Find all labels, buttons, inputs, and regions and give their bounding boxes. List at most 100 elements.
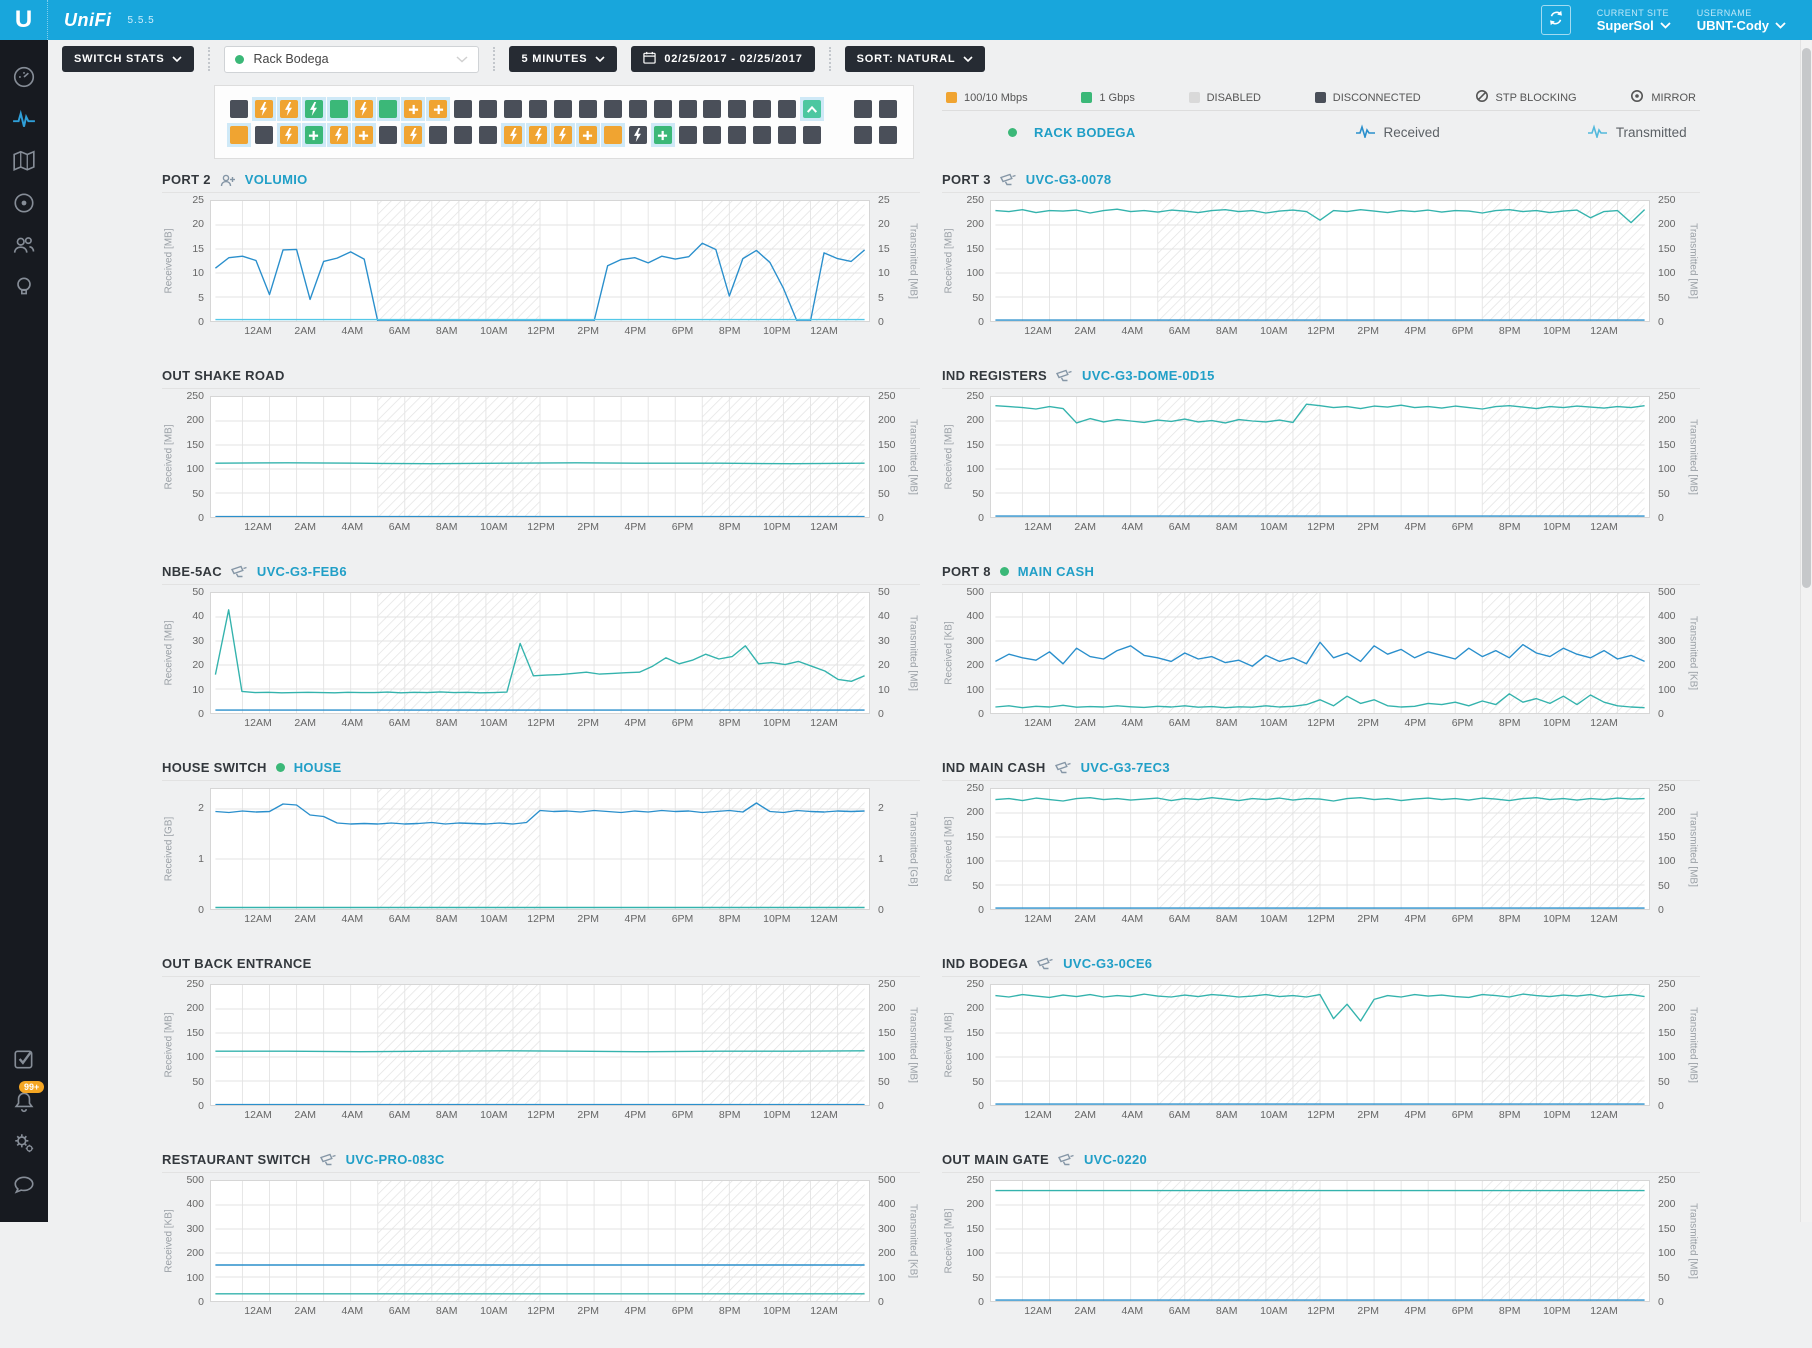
port-cell-1-7[interactable] (376, 97, 401, 121)
port-cell-1-11[interactable] (476, 97, 500, 121)
device-link-house[interactable]: HOUSE (293, 760, 342, 775)
device-link-uvc-0220[interactable]: UVC-0220 (1083, 1152, 1148, 1167)
port-cell-2-7[interactable] (377, 123, 401, 147)
sidebar-item-dashboard[interactable] (11, 66, 37, 92)
port-cell-1-sfp-2[interactable] (876, 97, 900, 121)
sidebar-item-insights[interactable] (11, 276, 37, 302)
port-cell-2-9[interactable] (426, 123, 450, 147)
port-square (479, 100, 498, 118)
port-cell-2-2[interactable] (252, 123, 276, 147)
port-cell-2-sfp-2[interactable] (876, 123, 900, 147)
plot-area[interactable] (990, 1180, 1652, 1302)
device-link-uvc-g3-0ce6[interactable]: UVC-G3-0CE6 (1063, 956, 1153, 971)
sidebar-item-clients[interactable] (11, 234, 37, 260)
port-cell-2-3[interactable] (276, 123, 301, 147)
plot-area[interactable] (210, 592, 872, 714)
port-cell-2-13[interactable] (526, 123, 550, 147)
port-cell-2-18[interactable] (650, 123, 675, 147)
port-cell-1-20[interactable] (701, 97, 725, 121)
plot-area[interactable] (990, 788, 1652, 910)
username-control[interactable]: USERNAME UBNT-Cody (1697, 8, 1786, 33)
port-cell-2-20[interactable] (701, 123, 725, 147)
port-cell-1-12[interactable] (501, 97, 525, 121)
port-cell-2-5[interactable] (326, 123, 351, 147)
port-cell-2-22[interactable] (750, 123, 774, 147)
port-cell-1-2[interactable] (251, 97, 276, 121)
ubiquiti-logo[interactable]: U (0, 0, 48, 40)
plot-area[interactable] (990, 200, 1652, 322)
port-cell-2-14[interactable] (550, 123, 575, 147)
stats-type-dropdown[interactable]: SWITCH STATS (62, 46, 195, 72)
sidebar-item-events[interactable] (11, 1048, 37, 1074)
port-cell-1-9[interactable] (426, 97, 451, 121)
y-ticks-left: 0 50 100 150 200 250 (956, 782, 990, 916)
port-cell-1-23[interactable] (775, 97, 799, 121)
device-link-uvc-pro-083c[interactable]: UVC-PRO-083C (345, 1152, 445, 1167)
plot-area[interactable] (210, 788, 872, 910)
device-link-volumio[interactable]: VOLUMIO (244, 172, 308, 187)
interval-dropdown[interactable]: 5 MINUTES (509, 46, 618, 72)
port-cell-1-17[interactable] (626, 97, 650, 121)
port-cell-2-23[interactable] (775, 123, 799, 147)
plot-area[interactable] (210, 200, 872, 322)
date-range-picker[interactable]: 02/25/2017 - 02/25/2017 (631, 46, 815, 72)
port-cell-1-sfp-1[interactable] (851, 97, 875, 121)
y-tick-label: 250 (966, 978, 984, 990)
port-cell-1-19[interactable] (676, 97, 700, 121)
lightbulb-icon (12, 275, 36, 304)
port-cell-1-10[interactable] (451, 97, 475, 121)
plot-area[interactable] (210, 1180, 872, 1302)
port-cell-1-15[interactable] (576, 97, 600, 121)
device-link-main-cash[interactable]: MAIN CASH (1017, 564, 1095, 579)
port-cell-1-16[interactable] (601, 97, 625, 121)
port-cell-2-16[interactable] (600, 123, 625, 147)
port-cell-1-22[interactable] (750, 97, 774, 121)
plot-area[interactable] (210, 984, 872, 1106)
port-cell-1-18[interactable] (651, 97, 675, 121)
sidebar-item-map[interactable] (11, 150, 37, 176)
port-cell-2-6[interactable] (351, 123, 376, 147)
device-link-uvc-g3-0078[interactable]: UVC-G3-0078 (1025, 172, 1112, 187)
port-cell-1-14[interactable] (551, 97, 575, 121)
plot-area[interactable] (990, 984, 1652, 1106)
port-cell-1-8[interactable] (401, 97, 426, 121)
port-cell-1-21[interactable] (725, 97, 749, 121)
device-link-uvc-g3-7ec3[interactable]: UVC-G3-7EC3 (1080, 760, 1170, 775)
device-link-uvc-g3-dome-0d15[interactable]: UVC-G3-DOME-0D15 (1082, 368, 1215, 383)
plot-area[interactable] (990, 592, 1652, 714)
port-cell-2-4[interactable] (301, 123, 326, 147)
port-cell-2-12[interactable] (501, 123, 526, 147)
device-select[interactable]: Rack Bodega (224, 45, 480, 73)
port-cell-2-sfp-1[interactable] (851, 123, 875, 147)
sidebar-item-chat[interactable] (11, 1174, 37, 1200)
port-cell-1-6[interactable] (351, 97, 376, 121)
port-cell-2-1[interactable] (227, 123, 251, 147)
device-link-uvc-g3-feb6[interactable]: UVC-G3-FEB6 (256, 564, 347, 579)
sidebar-item-alerts[interactable]: 99+ (11, 1081, 45, 1116)
sidebar-item-statistics[interactable] (11, 108, 37, 134)
plot-area[interactable] (990, 396, 1652, 518)
port-cell-2-19[interactable] (676, 123, 700, 147)
port-square (553, 100, 572, 118)
sidebar-item-devices[interactable] (11, 192, 37, 218)
refresh-button[interactable] (1540, 5, 1571, 35)
port-cell-2-21[interactable] (725, 123, 749, 147)
port-cell-1-4[interactable] (301, 97, 326, 121)
vertical-scrollbar[interactable] (1800, 40, 1812, 1222)
port-cell-2-8[interactable] (401, 123, 426, 147)
current-site-control[interactable]: CURRENT SITE SuperSol (1597, 8, 1671, 33)
port-cell-2-24[interactable] (800, 123, 824, 147)
port-cell-1-24[interactable] (800, 97, 825, 121)
port-cell-2-15[interactable] (575, 123, 600, 147)
sort-dropdown[interactable]: SORT: NATURAL (844, 46, 986, 72)
port-cell-1-3[interactable] (276, 97, 301, 121)
port-cell-1-13[interactable] (526, 97, 550, 121)
port-cell-1-1[interactable] (227, 97, 251, 121)
port-cell-2-11[interactable] (476, 123, 500, 147)
port-cell-1-5[interactable] (326, 97, 351, 121)
port-cell-2-10[interactable] (451, 123, 475, 147)
plot-area[interactable] (210, 396, 872, 518)
port-cell-2-17[interactable] (626, 123, 650, 147)
scrollbar-thumb[interactable] (1802, 48, 1811, 588)
sidebar-item-settings[interactable] (11, 1132, 37, 1158)
